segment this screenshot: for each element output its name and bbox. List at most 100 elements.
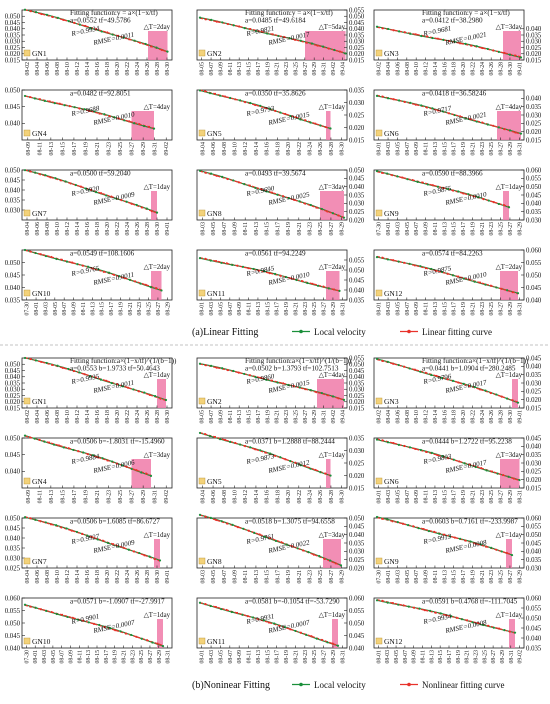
y-tick-label: 0.040: [349, 287, 365, 294]
local-velocity-point: [198, 601, 202, 604]
fit-curve-point: [258, 533, 261, 536]
local-velocity-point: [495, 393, 498, 396]
x-tick-label: 08-13: [90, 302, 96, 316]
x-tick-label: 08-23: [308, 570, 314, 584]
x-tick-label: 08-01: [34, 302, 40, 316]
x-tick-label: 08-06: [45, 410, 51, 424]
fit-curve-point: [274, 454, 277, 457]
x-tick-label: 09-02: [331, 62, 337, 76]
local-velocity-point: [259, 449, 262, 452]
x-tick-label: 08-06: [395, 410, 401, 424]
x-tick-label: 08-28: [499, 410, 505, 424]
fit-curve-point: [270, 191, 274, 194]
local-velocity-point: [518, 478, 521, 482]
fit-curve-point: [257, 269, 261, 272]
local-velocity-point: [64, 180, 67, 183]
fit-parameters-text: a=0.0444 b=1.2722 tf=95.2238: [422, 438, 512, 446]
plot-frame: [373, 517, 525, 569]
local-velocity-point: [407, 524, 410, 527]
y-tick-label: 0.045: [526, 192, 542, 199]
x-tick-label: 08-13: [49, 490, 55, 504]
x-tick-label: 08-22: [115, 570, 121, 584]
local-velocity-point: [274, 539, 278, 542]
x-tick-label: 08-31: [322, 410, 328, 424]
y-tick-label: 0.030: [349, 448, 365, 455]
local-velocity-point: [52, 443, 56, 446]
local-velocity-point: [151, 641, 154, 644]
local-velocity-point: [315, 637, 318, 640]
fit-curve-point: [282, 35, 286, 39]
x-tick-label: 08-27: [499, 302, 505, 316]
y-tick-label: 0.025: [526, 45, 542, 52]
local-velocity-point: [243, 27, 246, 30]
fit-curve-point: [327, 47, 330, 50]
local-velocity-point: [143, 391, 146, 394]
fit-curve-point: [431, 184, 434, 187]
x-tick-label: 08-04: [25, 570, 31, 584]
y-tick-label: 0.035: [526, 452, 542, 459]
fit-curve-point: [29, 517, 32, 520]
x-tick-label: 08-25: [147, 302, 153, 316]
fit-parameters-text: a=0.0581 b=-0.1054 tf=-53.7290: [245, 598, 340, 606]
fit-curve-point: [381, 359, 384, 363]
delta-t-text: △T=2day: [319, 264, 346, 271]
x-tick-label: 08-31: [517, 142, 523, 156]
panel-linear-gn11: 0.055 0.050 0.045 0.040 0.035 08-01 08-03 08-05…: [196, 250, 365, 316]
local-velocity-point: [329, 474, 332, 477]
x-tick-label: 08-23: [489, 222, 495, 236]
local-velocity-point: [417, 527, 420, 530]
y-tick-label: 0.055: [526, 176, 542, 183]
local-velocity-point: [446, 187, 450, 191]
x-tick-label: 08-03: [200, 570, 206, 584]
fit-parameters-text: a=0.0441 b=1.0904 tf=280.2485: [422, 365, 516, 373]
fit-curve-point: [293, 198, 296, 201]
x-tick-label: 08-18: [95, 222, 101, 236]
fit-curve-point: [403, 444, 406, 448]
y-tick-label: 0.020: [349, 217, 365, 224]
y-tick-label: 0.045: [5, 633, 21, 640]
x-tick-label: 08-07: [62, 302, 68, 316]
local-velocity-point: [475, 45, 478, 48]
y-tick-label: 0.020: [526, 477, 542, 484]
x-tick-label: 08-30: [340, 490, 346, 504]
station-label: GN1: [32, 49, 47, 58]
fit-curve-point: [100, 192, 103, 195]
station-marker-icon: [23, 397, 31, 405]
station-label: GN4: [32, 477, 47, 486]
y-tick-label: 0.050: [349, 620, 365, 627]
local-velocity-point: [221, 367, 224, 370]
local-velocity-point: [430, 451, 433, 454]
fit-curve-point: [91, 536, 94, 539]
local-velocity-point: [338, 289, 341, 293]
local-velocity-point: [67, 20, 70, 23]
fit-curve-point: [81, 264, 84, 267]
x-tick-label: 08-31: [340, 302, 346, 316]
fit-curve-point: [236, 611, 239, 615]
x-tick-label: 08-27: [148, 650, 154, 664]
x-tick-label: 08-17: [275, 302, 281, 316]
local-velocity-point: [319, 471, 322, 474]
y-tick-label: 0.020: [349, 473, 365, 480]
y-tick-label: 0.020: [349, 125, 365, 132]
x-tick-label: 08-03: [209, 650, 215, 664]
local-velocity-point: [252, 267, 255, 271]
fit-curve-point: [381, 95, 384, 98]
fit-curve-point: [392, 98, 395, 101]
x-tick-label: 08-13: [49, 142, 55, 156]
local-velocity-point: [426, 183, 429, 186]
fit-curve-point: [401, 522, 405, 525]
x-tick-label: 08-19: [461, 490, 467, 504]
fit-curve-point: [300, 279, 304, 283]
delta-t-band: [500, 271, 518, 300]
fit-parameters-text: a=0.0485 tf=49.6184: [245, 17, 306, 25]
local-velocity-point: [220, 607, 223, 611]
x-tick-label: 09-01: [165, 222, 171, 236]
fit-curve-point: [149, 45, 153, 48]
local-velocity-point: [99, 378, 103, 381]
station-label: GN1: [32, 397, 47, 406]
series-fitting-curve: [199, 257, 340, 292]
station-label: GN9: [384, 557, 399, 566]
